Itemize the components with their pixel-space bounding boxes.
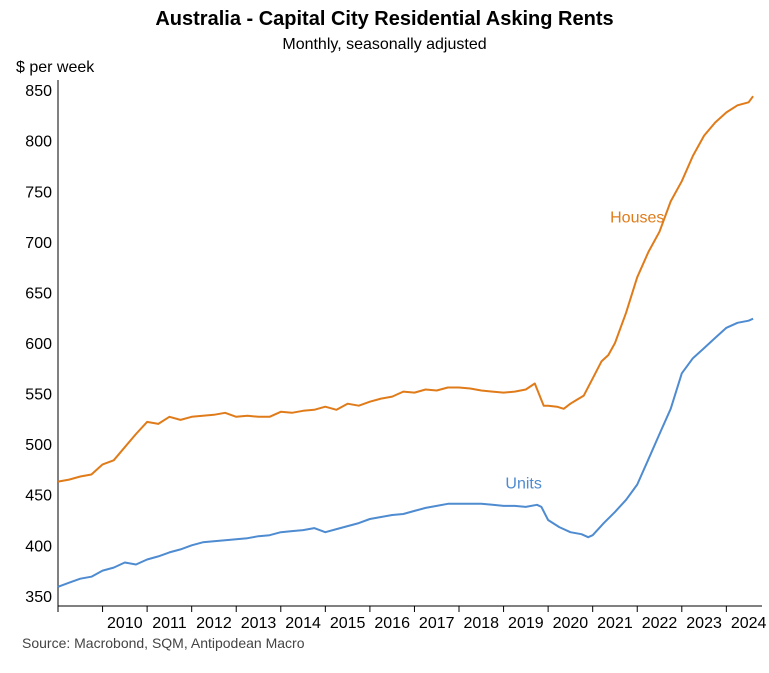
chart-source: Source: Macrobond, SQM, Antipodean Macro — [22, 635, 305, 651]
x-tick-label: 2021 — [597, 615, 633, 632]
x-tick-label: 2018 — [463, 615, 499, 632]
x-tick-label: 2024 — [731, 615, 767, 632]
x-tick-label: 2015 — [330, 615, 366, 632]
y-tick-label: 350 — [25, 589, 52, 606]
y-axis-unit-label: $ per week — [16, 59, 95, 76]
y-tick-label: 500 — [25, 437, 52, 454]
x-tick-label: 2017 — [419, 615, 455, 632]
series-line-units — [57, 317, 754, 588]
x-tick-label: 2016 — [374, 615, 410, 632]
y-tick-label: 750 — [25, 184, 52, 201]
y-tick-label: 800 — [25, 134, 52, 151]
chart-title: Australia - Capital City Residential Ask… — [155, 8, 614, 30]
series-label-units: Units — [505, 476, 541, 493]
series-line-houses — [57, 95, 754, 483]
series-label-houses: Houses — [610, 210, 664, 227]
x-tick-label: 2012 — [196, 615, 232, 632]
y-tick-label: 700 — [25, 235, 52, 252]
chart-subtitle: Monthly, seasonally adjusted — [282, 36, 487, 53]
x-tick-label: 2013 — [241, 615, 277, 632]
y-tick-label: 550 — [25, 387, 52, 404]
y-tick-label: 600 — [25, 336, 52, 353]
x-tick-label: 2010 — [107, 615, 143, 632]
x-tick-label: 2022 — [642, 615, 678, 632]
y-tick-label: 450 — [25, 488, 52, 505]
y-tick-label: 400 — [25, 538, 52, 555]
x-tick-label: 2020 — [553, 615, 589, 632]
annotation-layer: Houses Units — [505, 210, 664, 493]
chart-axes: 350 400 450 500 550 600 650 700 750 800 850 2010 201… — [25, 80, 767, 632]
x-tick-label: 2023 — [686, 615, 722, 632]
series-layer — [57, 95, 754, 588]
y-tick-label: 650 — [25, 285, 52, 302]
y-tick-label: 850 — [25, 83, 52, 100]
x-tick-label: 2019 — [508, 615, 544, 632]
x-tick-label: 2011 — [152, 615, 187, 632]
x-tick-label: 2014 — [285, 615, 321, 632]
